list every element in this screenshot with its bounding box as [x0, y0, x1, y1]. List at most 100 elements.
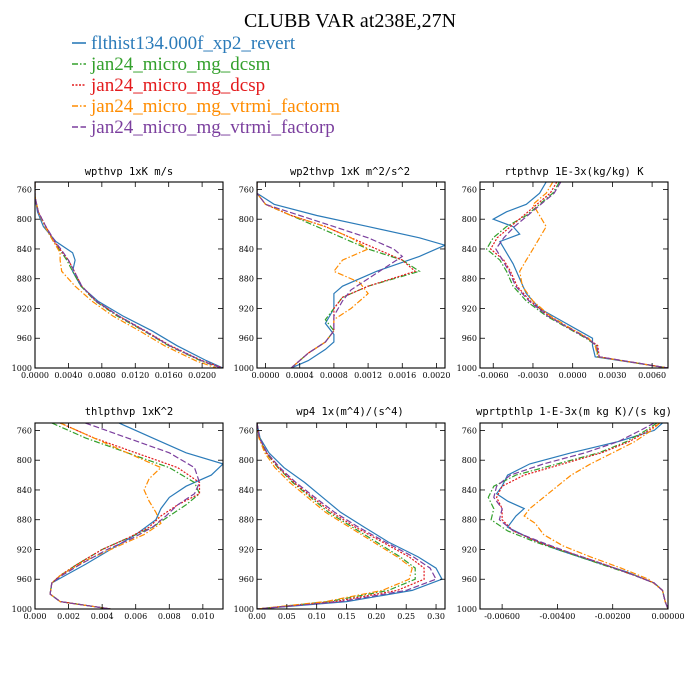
- x-tick-label: -0.00600: [484, 612, 520, 621]
- x-tick-label: 0.0080: [88, 371, 116, 380]
- series-line-1: [257, 182, 421, 368]
- plot-frame: [256, 181, 446, 369]
- panel-wp4: wp4 1x(m^4)/(s^4) 760 800 840 880 920 960 1000…: [234, 406, 446, 621]
- series-line-3: [523, 423, 668, 609]
- panel-title: thlpthvp 1xK^2: [85, 406, 174, 418]
- y-tick-label: 880: [462, 275, 477, 284]
- y-tick-label: 800: [239, 456, 254, 465]
- series-group: [49, 423, 223, 609]
- series-line-0: [35, 182, 223, 368]
- y-tick-label: 840: [239, 245, 254, 254]
- x-tick-label: -0.0030: [518, 371, 549, 380]
- y-tick-label: 800: [462, 215, 477, 224]
- x-tick-label: 0.000: [24, 612, 47, 621]
- x-tick-label: 0.05: [278, 612, 296, 621]
- series-line-2: [489, 182, 668, 368]
- legend-label-2: jan24_micro_mg_dcsp: [90, 75, 265, 96]
- x-tick-label: 0.0008: [320, 371, 348, 380]
- plot-area: 760 800 840 880 920 960 1000 -0.00600 -0.00400 -0…: [457, 422, 685, 621]
- legend-entry: flthist134.000f_xp2_revert: [72, 33, 296, 54]
- series-line-2: [257, 182, 417, 368]
- series-line-3: [257, 182, 370, 368]
- series-line-0: [257, 423, 443, 609]
- y-tick-label: 880: [17, 275, 32, 284]
- series-line-3: [49, 423, 162, 609]
- y-tick-label: 1000: [12, 364, 32, 373]
- y-tick-label: 840: [17, 245, 32, 254]
- y-tick-label: 920: [462, 304, 477, 313]
- x-tick-label: 0.20: [367, 612, 385, 621]
- y-tick-label: 1000: [457, 364, 477, 373]
- y-tick-label: 880: [17, 516, 32, 525]
- x-tick-label: 0.0020: [422, 371, 450, 380]
- y-tick-label: 920: [239, 545, 254, 554]
- plot-frame: [34, 181, 224, 369]
- x-tick-label: 0.25: [397, 612, 415, 621]
- y-tick-label: 760: [239, 426, 254, 435]
- series-line-2: [35, 182, 223, 368]
- y-tick-label: 960: [17, 334, 32, 343]
- series-line-1: [35, 182, 221, 368]
- x-tick-label: 0.0200: [188, 371, 216, 380]
- x-tick-label: 0.008: [158, 612, 181, 621]
- series-line-0: [49, 423, 223, 609]
- plot-frame: [34, 422, 224, 610]
- panel-wpthvp: wpthvp 1xK m/s 76080084088092096010000.0…: [12, 166, 224, 380]
- y-tick-label: 920: [239, 304, 254, 313]
- plot-area: 760 800 840 880 920 960 1000-0.0060 -0.0030 0.00…: [457, 181, 669, 380]
- panel-thlpthvp: thlpthvp 1xK^2 76080084088092096010000.0…: [12, 406, 224, 621]
- x-tick-label: 0.0004: [286, 371, 314, 380]
- figure-title: CLUBB VAR at238E,27N: [244, 10, 456, 32]
- y-tick-label: 880: [239, 275, 254, 284]
- legend-label-3: jan24_micro_mg_vtrmi_factorm: [90, 96, 340, 117]
- legend: flthist134.000f_xp2_revert jan24_micro_m…: [72, 33, 340, 138]
- series-line-3: [257, 423, 413, 609]
- y-tick-label: 760: [239, 185, 254, 194]
- x-tick-label: 0.0012: [354, 371, 382, 380]
- y-tick-label: 840: [462, 245, 477, 254]
- y-tick-label: 800: [239, 215, 254, 224]
- series-line-1: [485, 182, 668, 368]
- series-line-4: [257, 423, 437, 609]
- y-tick-label: 920: [17, 304, 32, 313]
- series-line-0: [491, 182, 668, 368]
- series-line-2: [257, 423, 425, 609]
- series-line-0: [257, 182, 445, 368]
- panel-rtpthvp: rtpthvp 1E-3x(kg/kg) K 760 800 840 880 920 96…: [457, 166, 669, 380]
- legend-label-4: jan24_micro_mg_vtrmi_factorp: [90, 117, 335, 138]
- y-tick-label: 800: [462, 456, 477, 465]
- y-tick-label: 1000: [12, 605, 32, 614]
- x-tick-label: 0.15: [338, 612, 356, 621]
- plot-frame: [256, 422, 446, 610]
- series-line-4: [493, 423, 668, 609]
- panel-wprtpthlp: wprtpthlp 1-E-3x(m kg K)/(s kg) 760 800 84…: [457, 406, 685, 621]
- y-tick-label: 760: [462, 426, 477, 435]
- legend-entry: jan24_micro_mg_dcsm: [72, 54, 271, 75]
- series-line-1: [257, 423, 416, 609]
- plot-frame: [479, 181, 669, 369]
- plot-frame: [479, 422, 669, 610]
- x-tick-label: 0.0016: [388, 371, 416, 380]
- series-line-4: [49, 423, 201, 609]
- y-tick-label: 800: [17, 215, 32, 224]
- y-tick-label: 960: [462, 334, 477, 343]
- series-line-1: [49, 423, 201, 609]
- y-tick-label: 800: [17, 456, 32, 465]
- x-tick-label: 0.006: [124, 612, 147, 621]
- y-tick-label: 880: [239, 516, 254, 525]
- y-tick-label: 1000: [234, 364, 254, 373]
- panel-title: wpthvp 1xK m/s: [85, 166, 174, 178]
- series-line-2: [49, 423, 201, 609]
- x-tick-label: 0.0030: [598, 371, 626, 380]
- x-tick-label: 0.0000: [559, 371, 587, 380]
- y-tick-label: 960: [239, 575, 254, 584]
- x-tick-label: 0.0040: [54, 371, 82, 380]
- x-tick-label: 0.004: [91, 612, 114, 621]
- x-tick-label: 0.0120: [121, 371, 149, 380]
- series-line-4: [35, 182, 222, 368]
- y-tick-label: 1000: [457, 605, 477, 614]
